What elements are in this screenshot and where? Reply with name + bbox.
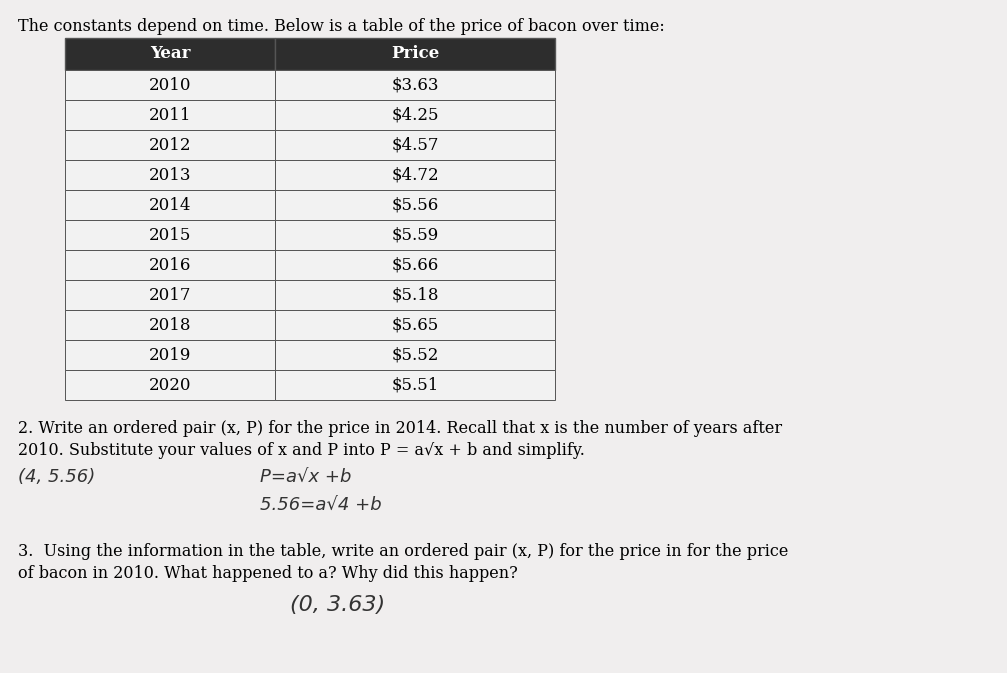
Bar — [65, 38, 275, 70]
Text: $4.25: $4.25 — [392, 106, 439, 124]
Bar — [65, 370, 275, 400]
Text: $5.59: $5.59 — [392, 227, 439, 244]
Text: 2015: 2015 — [149, 227, 191, 244]
Bar — [275, 340, 555, 370]
Bar — [65, 220, 275, 250]
Bar — [275, 220, 555, 250]
Text: $5.18: $5.18 — [392, 287, 439, 304]
Bar — [275, 38, 555, 70]
Bar — [65, 160, 275, 190]
Bar — [275, 280, 555, 310]
Text: P=a√x +b: P=a√x +b — [260, 468, 351, 486]
Text: 2010. Substitute your values of x and P into P = a√x + b and simplify.: 2010. Substitute your values of x and P … — [18, 442, 585, 459]
Text: 2018: 2018 — [149, 316, 191, 334]
Bar — [65, 310, 275, 340]
Text: 2. Write an ordered pair (x, P) for the price in 2014. Recall that x is the numb: 2. Write an ordered pair (x, P) for the … — [18, 420, 782, 437]
Text: 2011: 2011 — [149, 106, 191, 124]
Bar — [275, 70, 555, 100]
Text: $3.63: $3.63 — [392, 77, 439, 94]
Bar — [65, 280, 275, 310]
Bar — [65, 340, 275, 370]
Text: 2010: 2010 — [149, 77, 191, 94]
Text: 2017: 2017 — [149, 287, 191, 304]
Bar — [275, 160, 555, 190]
Text: Year: Year — [150, 46, 190, 63]
Text: $5.51: $5.51 — [392, 376, 439, 394]
Text: (0, 3.63): (0, 3.63) — [290, 595, 385, 615]
Bar — [65, 70, 275, 100]
Text: 5.56=a√4 +b: 5.56=a√4 +b — [260, 496, 382, 514]
Text: 3.  Using the information in the table, write an ordered pair (x, P) for the pri: 3. Using the information in the table, w… — [18, 543, 788, 560]
Bar — [275, 310, 555, 340]
Text: $5.65: $5.65 — [392, 316, 439, 334]
Text: 2014: 2014 — [149, 197, 191, 213]
Text: $4.72: $4.72 — [391, 166, 439, 184]
Text: Price: Price — [391, 46, 439, 63]
Text: The constants depend on time. Below is a table of the price of bacon over time:: The constants depend on time. Below is a… — [18, 18, 665, 35]
Text: (4, 5.56): (4, 5.56) — [18, 468, 96, 486]
Bar — [65, 130, 275, 160]
Text: of bacon in 2010. What happened to a? Why did this happen?: of bacon in 2010. What happened to a? Wh… — [18, 565, 518, 582]
Bar — [275, 370, 555, 400]
Text: 2013: 2013 — [149, 166, 191, 184]
Text: $5.66: $5.66 — [392, 256, 439, 273]
Bar — [275, 250, 555, 280]
Text: 2016: 2016 — [149, 256, 191, 273]
Bar — [65, 190, 275, 220]
Bar — [275, 100, 555, 130]
Bar — [275, 130, 555, 160]
Bar — [65, 100, 275, 130]
Text: $5.56: $5.56 — [392, 197, 439, 213]
Text: $5.52: $5.52 — [392, 347, 439, 363]
Text: 2012: 2012 — [149, 137, 191, 153]
Text: 2019: 2019 — [149, 347, 191, 363]
Text: $4.57: $4.57 — [392, 137, 439, 153]
Bar — [275, 190, 555, 220]
Bar — [65, 250, 275, 280]
Text: 2020: 2020 — [149, 376, 191, 394]
